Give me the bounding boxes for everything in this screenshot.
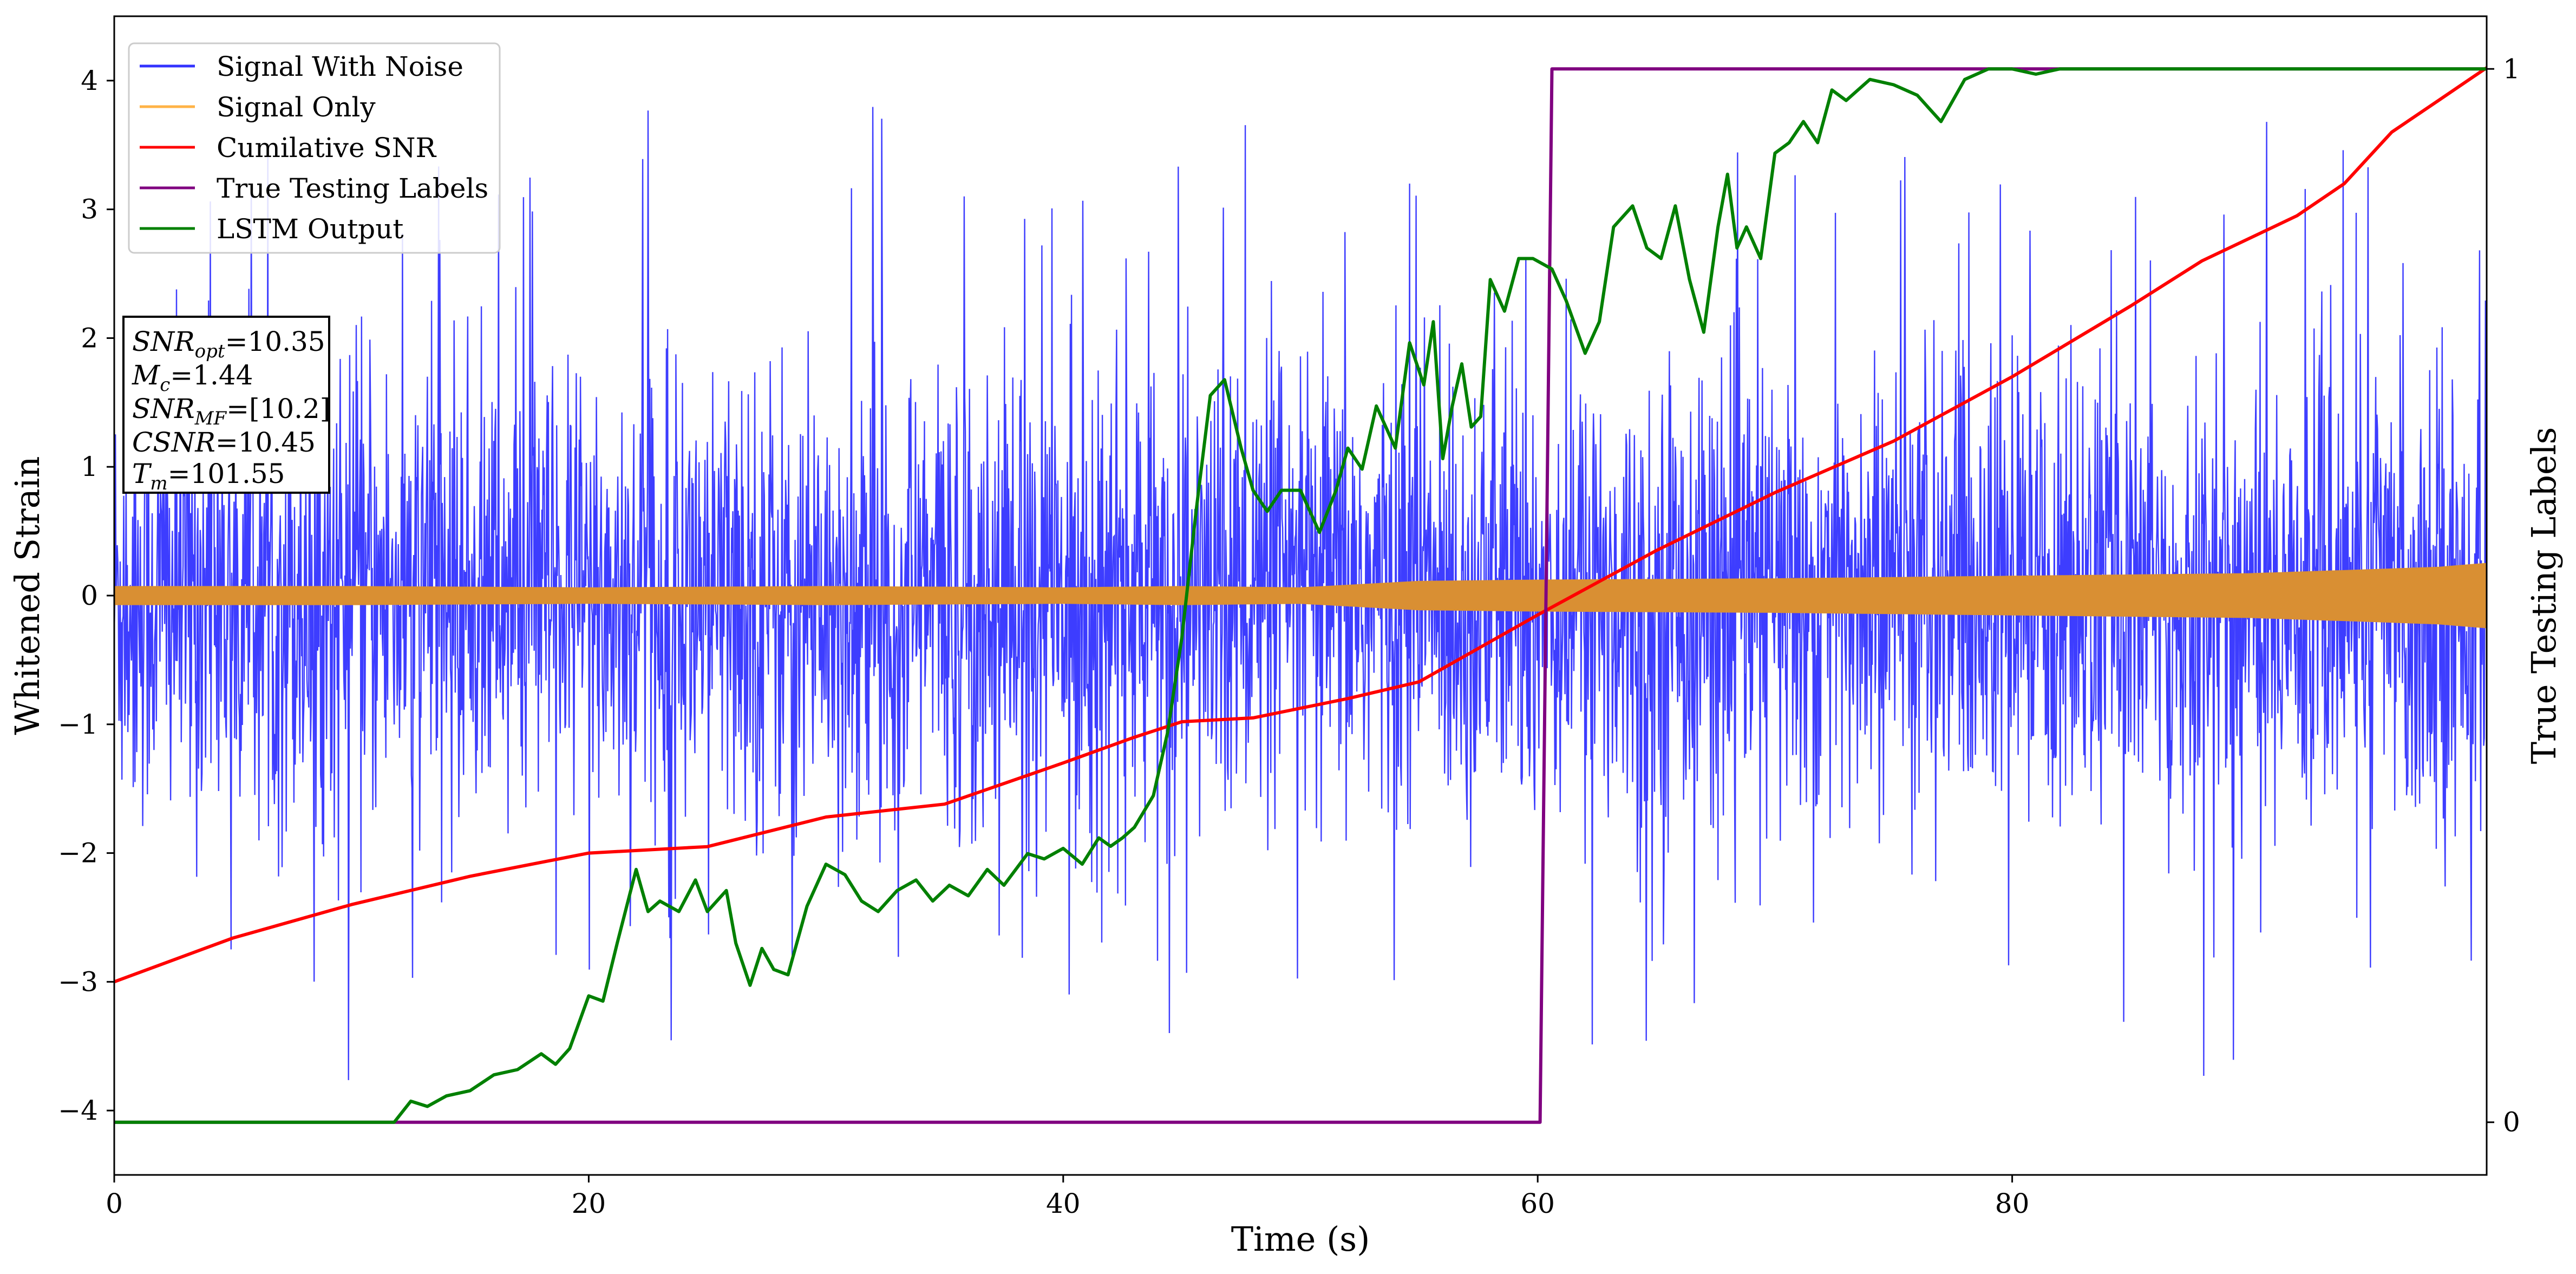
y-tick-label: 2 (81, 322, 98, 354)
signal-with-noise-line (114, 107, 2487, 1080)
y-tick-label: 1 (81, 451, 98, 482)
y-tick-label: −2 (58, 838, 98, 869)
annotation-frame (122, 316, 330, 494)
legend-box (128, 42, 501, 254)
y-tick-label: 4 (81, 65, 98, 96)
annotation-snr-mf: SNRMF=[10.2] (132, 393, 330, 429)
y2-axis-ticks: 01 (2487, 53, 2520, 1138)
x-axis-label: Time (s) (1231, 1219, 1370, 1259)
x-tick-label: 60 (1520, 1188, 1555, 1219)
signal-only-band (114, 563, 2487, 629)
annotation-tm: Tm=101.55 (132, 458, 285, 494)
y-axis-ticks: −4 −3 −2 −1 0 1 2 3 4 (58, 65, 114, 1126)
x-tick-label: 40 (1046, 1188, 1081, 1219)
annotation-box: SNRopt=10.35 Mc=1.44 SNRMF=[10.2] CSNR=1… (122, 316, 330, 494)
y-tick-label: 0 (81, 580, 98, 611)
annotation-mc: Mc=1.44 (132, 360, 253, 396)
annotation-snr-opt: SNRopt=10.35 (132, 326, 325, 362)
y-axis-label: Whitened Strain (8, 456, 47, 735)
signal-with-noise-series (114, 107, 2487, 1080)
x-tick-label: 20 (572, 1188, 606, 1219)
legend-label-lstm-output: LSTM Output (217, 213, 403, 245)
lstm-output-line (114, 67, 2487, 1124)
legend-label-cumulative-snr: Cumilative SNR (217, 132, 436, 164)
y2-tick-label: 0 (2503, 1107, 2520, 1138)
legend: Signal With Noise Signal Only Cumilative… (128, 42, 501, 254)
legend-label-true-testing-labels: True Testing Labels (217, 173, 488, 204)
y2-axis-label: True Testing Labels (2524, 427, 2564, 765)
y-tick-label: −4 (58, 1095, 98, 1126)
y2-tick-label: 1 (2503, 53, 2520, 84)
signal-only-series (114, 563, 2487, 629)
line-series-layer (114, 66, 2487, 1124)
legend-label-signal-with-noise: Signal With Noise (217, 51, 463, 82)
y-tick-label: 3 (81, 194, 98, 225)
y-tick-label: −1 (58, 709, 98, 740)
x-tick-label: 80 (1995, 1188, 2030, 1219)
legend-label-signal-only: Signal Only (217, 92, 376, 123)
cumulative-snr-line (114, 66, 2487, 984)
y-tick-label: −3 (58, 966, 98, 997)
x-tick-label: 0 (106, 1188, 123, 1219)
x-axis-ticks: 0 20 40 60 80 (106, 1175, 2029, 1219)
annotation-csnr: CSNR=10.45 (132, 427, 316, 458)
